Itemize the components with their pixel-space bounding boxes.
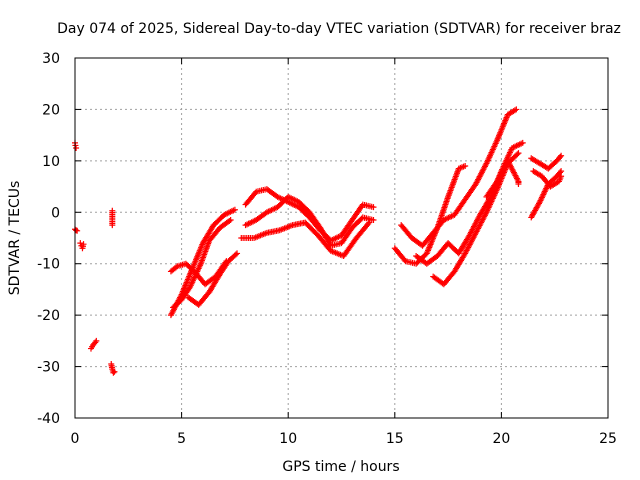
data-point <box>80 241 87 248</box>
data-point <box>366 219 373 226</box>
data-point <box>93 337 100 344</box>
series-arc-L <box>483 157 522 200</box>
x-axis-label: GPS time / hours <box>282 459 399 475</box>
series-arc-N <box>528 152 565 172</box>
series-arc-P <box>515 179 522 187</box>
series-early-6 <box>109 207 116 229</box>
series-arc-D <box>184 250 241 308</box>
axis-ticks: -40 -30 -20 -10 0 10 20 30 0 5 10 15 20 25 <box>37 51 617 447</box>
data-point <box>513 106 520 113</box>
plot-frame <box>74 57 609 419</box>
series-arc-F <box>242 193 377 249</box>
data-point <box>515 150 522 157</box>
data-track-marker <box>514 151 521 158</box>
series-arc-G <box>238 219 373 259</box>
data-point <box>234 250 241 257</box>
chart-title: Day 074 of 2025, Sidereal Day-to-day VTE… <box>57 21 621 37</box>
series-arc-I <box>398 106 520 249</box>
data-track-marker <box>557 154 564 160</box>
y-tick-label: 30 <box>42 51 60 67</box>
data-point <box>558 173 565 180</box>
y-tick-label: -10 <box>37 257 60 273</box>
y-tick-label: -20 <box>37 308 60 324</box>
data-point <box>370 217 377 223</box>
x-tick-label: 10 <box>279 431 297 447</box>
x-tick-label: 15 <box>386 431 404 447</box>
series-early-4 <box>87 337 100 352</box>
data-point <box>227 217 234 223</box>
y-tick-label: 20 <box>42 102 60 118</box>
series-early-1 <box>72 139 80 151</box>
data-point <box>558 168 565 175</box>
x-tick-label: 5 <box>177 431 186 447</box>
data-point <box>111 368 118 375</box>
data-point <box>73 145 80 151</box>
y-tick-label: -40 <box>37 411 60 427</box>
data-track-marker <box>365 220 372 227</box>
data-track-marker <box>226 217 233 224</box>
data-point <box>558 152 565 159</box>
y-tick-label: -30 <box>37 360 60 376</box>
data-point <box>515 181 522 187</box>
data-track-marker <box>557 169 564 176</box>
data-point <box>370 204 377 211</box>
data-point <box>231 206 238 213</box>
y-tick-label: 10 <box>42 154 60 170</box>
x-tick-label: 25 <box>599 431 617 447</box>
grid-lines <box>75 58 608 418</box>
series-early-3 <box>77 240 87 252</box>
y-axis-label: SDTVAR / TECUs <box>7 181 23 296</box>
series-arc-O <box>530 168 565 190</box>
data-point <box>109 222 116 229</box>
data-point <box>462 163 469 169</box>
y-tick-label: 0 <box>51 205 60 221</box>
x-tick-label: 0 <box>71 431 80 447</box>
series-early-5 <box>108 361 118 376</box>
data-points <box>72 106 565 376</box>
data-point <box>110 369 117 376</box>
data-point <box>519 139 526 146</box>
x-tick-label: 20 <box>492 431 510 447</box>
series-early-2 <box>72 226 81 234</box>
data-track-marker <box>232 251 239 258</box>
